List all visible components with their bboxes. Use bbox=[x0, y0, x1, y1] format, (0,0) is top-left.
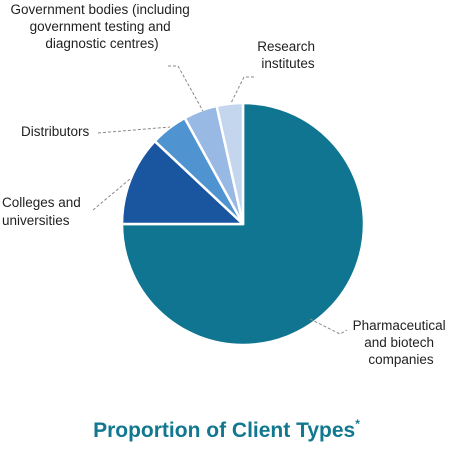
leader-lines bbox=[92, 65, 348, 335]
slice-label-colleges: Colleges and universities bbox=[2, 195, 85, 228]
leader-line-colleges bbox=[92, 178, 131, 211]
leader-line-distributors bbox=[97, 126, 171, 134]
slice-label-research: Research institutes bbox=[257, 39, 319, 71]
leader-line-pharma bbox=[309, 318, 348, 335]
slice-label-distributors: Distributors bbox=[21, 124, 90, 139]
chart-title: Proportion of Client Types* bbox=[0, 417, 453, 446]
leader-line-research bbox=[230, 76, 254, 104]
pie-slices bbox=[120, 101, 366, 347]
pie-slice-research bbox=[215, 101, 245, 226]
title-footnote-marker: * bbox=[355, 417, 360, 431]
slice-label-pharma: Pharmaceutical and biotech companies bbox=[353, 318, 450, 367]
chart-title-text: Proportion of Client Types bbox=[93, 419, 356, 442]
slice-label-government: Government bodies (including government … bbox=[10, 2, 193, 51]
leader-line-government bbox=[168, 65, 204, 112]
pie-slice-colleges bbox=[120, 139, 245, 226]
